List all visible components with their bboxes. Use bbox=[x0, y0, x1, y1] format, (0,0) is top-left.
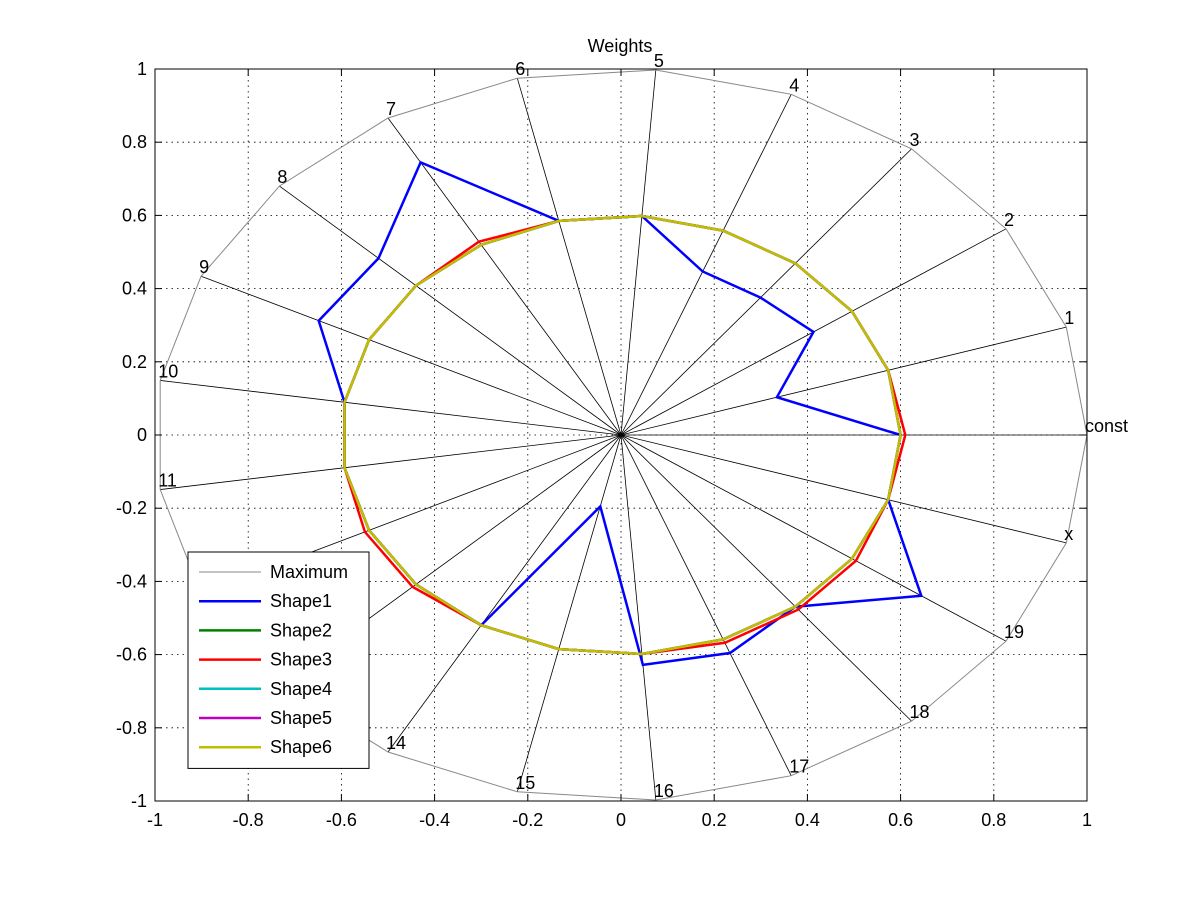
spoke-line bbox=[620, 326, 1067, 436]
spoke-line bbox=[387, 117, 622, 436]
legend-entry: Shape4 bbox=[270, 679, 332, 699]
spoke-label: 18 bbox=[910, 702, 930, 722]
spoke-line bbox=[620, 434, 657, 801]
spoke-line bbox=[620, 148, 912, 436]
spoke-label: 7 bbox=[386, 99, 396, 119]
spoke-line bbox=[620, 69, 657, 436]
x-tick-label: 0.2 bbox=[702, 810, 727, 830]
chart-title: Weights bbox=[588, 36, 653, 56]
y-tick-label: 0.8 bbox=[122, 132, 147, 152]
spoke-line bbox=[201, 275, 622, 436]
y-tick-label: 0.4 bbox=[122, 279, 147, 299]
y-tick-label: -0.6 bbox=[116, 645, 147, 665]
y-tick-label: 0.2 bbox=[122, 352, 147, 372]
spoke-labels: const12345678910111213141516171819x bbox=[158, 51, 1128, 801]
spoke-label: 17 bbox=[789, 757, 809, 777]
legend-entry: Maximum bbox=[270, 562, 348, 582]
spoke-label: const bbox=[1085, 416, 1128, 436]
x-tick-label: 0.6 bbox=[888, 810, 913, 830]
legend: Maximum Shape1 Shape2 Shape3 Shape4 Shape5 Sha… bbox=[187, 551, 370, 769]
y-tick-label: 1 bbox=[137, 59, 147, 79]
x-tick-label: 1 bbox=[1082, 810, 1092, 830]
spoke-line bbox=[279, 185, 622, 436]
x-tick-label: -0.4 bbox=[419, 810, 450, 830]
spoke-line bbox=[160, 434, 622, 490]
spoke-line bbox=[620, 434, 1067, 544]
legend-entry: Shape6 bbox=[270, 737, 332, 757]
x-tick-label: -0.8 bbox=[233, 810, 264, 830]
spoke-line bbox=[620, 94, 792, 436]
spoke-line bbox=[516, 78, 622, 436]
y-tick-label: 0.6 bbox=[122, 205, 147, 225]
spoke-label: 2 bbox=[1004, 210, 1014, 230]
spoke-line bbox=[516, 434, 622, 792]
spoke-label: 11 bbox=[158, 471, 177, 491]
x-tick-label: -1 bbox=[147, 810, 163, 830]
spoke-line bbox=[387, 434, 622, 753]
spoke-label: 3 bbox=[910, 130, 920, 150]
legend-entry: Shape2 bbox=[270, 620, 332, 640]
spoke-label: 1 bbox=[1064, 308, 1074, 328]
x-tick-label: 0 bbox=[616, 810, 626, 830]
spoke-line bbox=[620, 434, 792, 776]
spoke-label: 9 bbox=[199, 257, 209, 277]
x-tick-label: -0.6 bbox=[326, 810, 357, 830]
spoke-line bbox=[620, 434, 1007, 642]
spoke-label: x bbox=[1064, 524, 1073, 544]
spoke-label: 15 bbox=[515, 773, 535, 793]
spoke-label: 16 bbox=[654, 781, 674, 801]
axis-ticks: -1 -0.8 -0.6 -0.4 -0.2 0 0.2 0.4 0.6 0.8 1 -1 -0.8 -0… bbox=[116, 59, 1092, 830]
x-tick-label: 0.4 bbox=[795, 810, 820, 830]
spoke-label: 19 bbox=[1004, 622, 1024, 642]
spoke-line bbox=[160, 380, 622, 436]
y-tick-label: -0.8 bbox=[116, 718, 147, 738]
legend-entry: Shape1 bbox=[270, 591, 332, 611]
spoke-label: 14 bbox=[386, 733, 406, 753]
y-tick-label: -0.2 bbox=[116, 498, 147, 518]
x-tick-label: 0.8 bbox=[981, 810, 1006, 830]
series-line-shape6 bbox=[343, 214, 902, 656]
spoke-label: 5 bbox=[654, 51, 664, 71]
x-tick-label: -0.2 bbox=[512, 810, 543, 830]
legend-entry: Shape3 bbox=[270, 650, 332, 670]
spoke-label: 8 bbox=[277, 167, 287, 187]
spoke-line bbox=[620, 434, 912, 722]
spoke-label: 10 bbox=[158, 361, 178, 381]
legend-entry: Shape5 bbox=[270, 708, 332, 728]
y-tick-label: 0 bbox=[137, 425, 147, 445]
y-tick-label: -0.4 bbox=[116, 571, 147, 591]
y-tick-label: -1 bbox=[131, 791, 147, 811]
spoke-label: 4 bbox=[789, 75, 799, 95]
